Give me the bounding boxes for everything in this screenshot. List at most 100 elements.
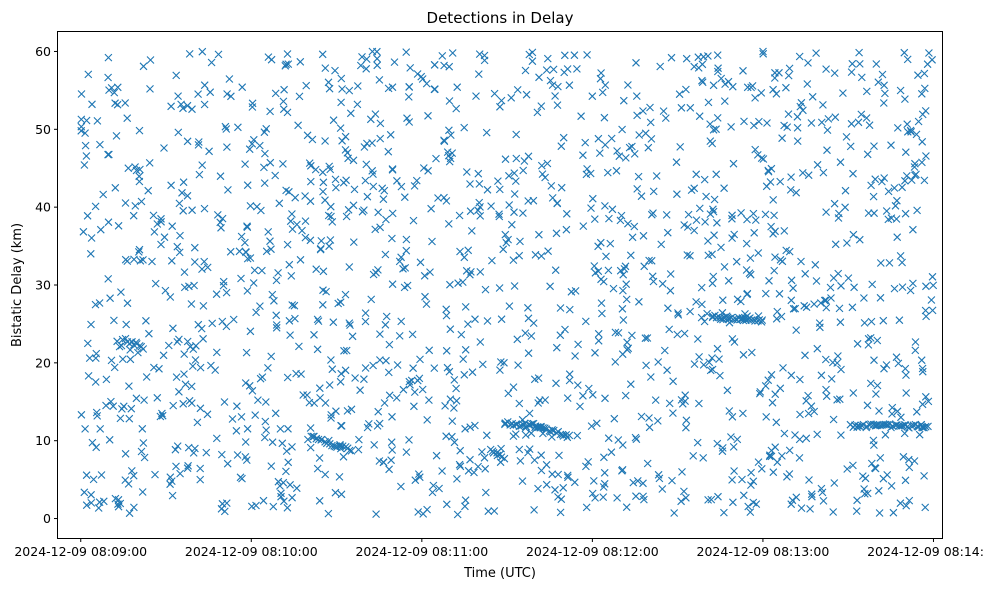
detection-point <box>142 316 150 325</box>
detection-point <box>563 394 572 402</box>
detection-point <box>920 69 929 78</box>
detection-point <box>816 323 824 332</box>
detection-point <box>338 85 346 93</box>
detection-point <box>174 128 183 137</box>
detection-point <box>680 221 689 229</box>
detection-point <box>901 476 910 485</box>
detection-point <box>102 401 110 410</box>
detection-point <box>847 119 856 128</box>
y-tick-label-1: 10 <box>35 433 51 448</box>
detection-point <box>222 322 231 331</box>
detection-point <box>596 238 605 247</box>
detection-point <box>764 166 773 175</box>
detection-point <box>634 172 643 181</box>
detection-point <box>379 458 388 467</box>
detection-point <box>306 177 315 186</box>
detection-point <box>325 84 334 93</box>
detection-point <box>900 429 909 438</box>
detection-point <box>871 175 880 184</box>
detection-point <box>552 379 560 388</box>
detection-point <box>423 416 432 424</box>
detection-point <box>905 496 914 505</box>
detection-point <box>773 458 782 467</box>
detection-point <box>515 422 524 431</box>
detection-point <box>260 163 268 172</box>
detection-point <box>345 263 354 271</box>
detection-point <box>466 455 474 464</box>
detection-point <box>277 489 285 498</box>
detection-point <box>619 96 628 105</box>
detection-point <box>121 449 130 458</box>
detection-point <box>278 439 287 448</box>
detection-point <box>131 202 140 210</box>
detection-point <box>206 88 215 97</box>
detection-point <box>597 299 606 307</box>
detection-point <box>633 111 641 120</box>
detection-point <box>478 360 487 369</box>
detection-point <box>796 410 804 419</box>
detection-point <box>927 296 936 304</box>
detection-point <box>669 409 677 417</box>
detection-point <box>884 187 893 196</box>
detection-point <box>659 107 668 115</box>
detection-point <box>217 450 226 459</box>
detection-point <box>288 210 296 218</box>
detection-point <box>556 508 565 517</box>
detection-point <box>482 128 491 137</box>
detection-point <box>471 315 479 324</box>
detection-point <box>795 52 804 61</box>
detection-point <box>771 443 780 452</box>
detection-point <box>345 319 354 327</box>
detection-point <box>446 280 454 289</box>
detection-point <box>268 290 277 299</box>
detection-point <box>222 125 231 133</box>
detection-point <box>754 458 763 466</box>
detection-point <box>494 177 502 185</box>
detection-point <box>658 279 667 288</box>
detection-point <box>618 465 627 474</box>
detection-point <box>295 92 304 101</box>
x-tick-label-3: 2024-12-09 08:12:00 <box>526 544 659 559</box>
detection-point <box>848 59 857 68</box>
detection-point <box>180 350 189 358</box>
detection-point <box>434 194 442 202</box>
detection-point <box>164 341 173 350</box>
detection-point <box>918 367 927 376</box>
detection-point <box>401 264 410 272</box>
detection-point <box>647 135 656 143</box>
detection-point <box>157 240 165 249</box>
detection-point <box>185 396 194 405</box>
detection-point <box>238 83 247 92</box>
detection-point <box>237 413 246 421</box>
detection-point <box>410 402 418 411</box>
detection-point <box>684 210 693 219</box>
detection-point <box>628 233 637 242</box>
detection-point <box>797 504 806 512</box>
detection-point <box>212 434 221 443</box>
detection-point <box>833 395 841 404</box>
detection-point <box>739 491 748 500</box>
detection-point <box>166 293 175 301</box>
detection-point <box>334 299 343 308</box>
detection-point <box>887 482 896 490</box>
detection-point <box>194 90 202 98</box>
detection-point <box>801 269 810 278</box>
detection-point <box>910 457 919 465</box>
detection-point <box>321 196 329 205</box>
detection-point <box>189 345 198 353</box>
detection-point <box>847 68 856 76</box>
detection-point <box>929 281 938 290</box>
detection-point <box>361 309 370 317</box>
detection-point <box>837 365 845 374</box>
detection-point <box>713 344 722 353</box>
detection-point <box>252 308 260 317</box>
detection-point <box>747 468 755 477</box>
detection-point <box>328 218 337 226</box>
detection-point <box>495 210 503 219</box>
detection-point <box>452 396 461 405</box>
detection-point <box>196 475 205 484</box>
detection-point <box>757 318 766 326</box>
detection-point <box>336 124 345 132</box>
detection-point <box>115 342 124 351</box>
detection-point <box>882 361 891 369</box>
